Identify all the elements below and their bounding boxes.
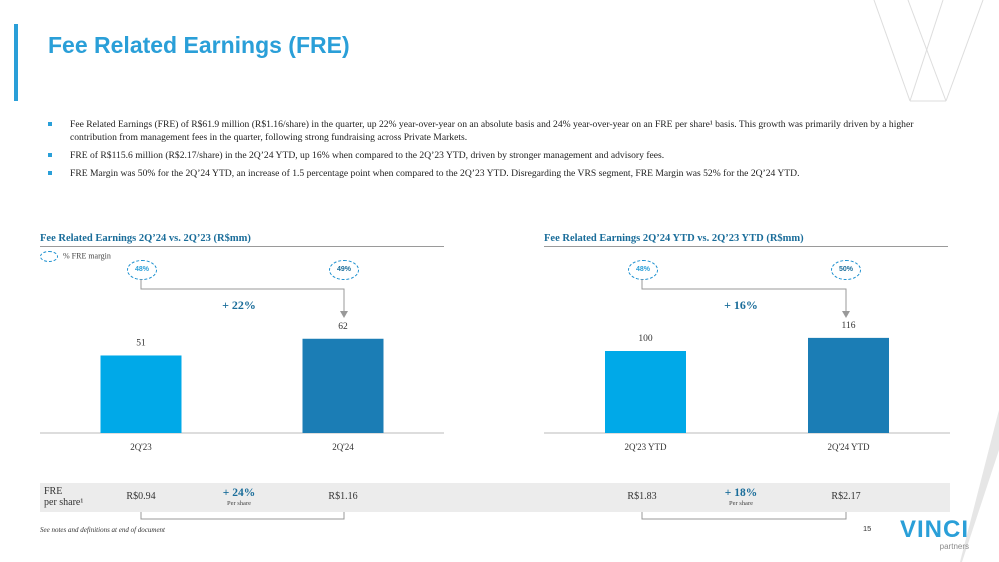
bar [808, 337, 889, 433]
bar-value-label: 51 [136, 338, 146, 348]
per-share-label-line2: per share¹ [44, 497, 84, 508]
per-share-label: FRE per share¹ [44, 486, 83, 508]
bullet-text: FRE of R$115.6 million (R$2.17/share) in… [70, 150, 665, 161]
bullet-item: FRE Margin was 50% for the 2Q’24 YTD, an… [48, 167, 940, 180]
bar [100, 355, 182, 433]
bullet-text: Fee Related Earnings (FRE) of R$61.9 mil… [70, 119, 914, 143]
margin-badge-right-2q24ytd: 50% [831, 260, 861, 280]
per-share-value-2q23ytd: R$1.83 [627, 491, 657, 502]
title-accent-bar [14, 24, 18, 101]
per-share-growth-value: + 24% [222, 487, 256, 499]
bullet-square-icon [48, 153, 52, 157]
margin-badge-right-2q23ytd: 48% [628, 260, 658, 280]
left-growth-label: + 22% [222, 298, 256, 312]
per-share-value-2q24ytd: R$2.17 [831, 491, 861, 502]
page-number: 15 [863, 524, 872, 533]
page-title: Fee Related Earnings (FRE) [48, 32, 350, 58]
bullet-square-icon [48, 171, 52, 175]
bullet-item: Fee Related Earnings (FRE) of R$61.9 mil… [48, 118, 940, 144]
left-title-underline [40, 246, 444, 247]
per-share-growth-right: + 18% Per share [706, 487, 776, 507]
decorative-lines [873, 0, 984, 102]
bar-value-label: 62 [338, 322, 348, 332]
category-label: 2Q'23 [130, 442, 152, 452]
bar-value-label: 100 [638, 334, 653, 344]
bar [302, 338, 384, 433]
left-chart-title: Fee Related Earnings 2Q’24 vs. 2Q’23 (R$… [40, 233, 251, 244]
margin-badge-left-2q24: 49% [329, 260, 359, 280]
per-share-growth-value: + 18% [724, 487, 758, 499]
per-share-label-line1: FRE [44, 486, 63, 497]
per-share-value-2q23: R$0.94 [126, 491, 156, 502]
bar-value-label: 116 [842, 321, 856, 331]
category-label: 2Q'23 YTD [624, 442, 667, 452]
summary-bullets: Fee Related Earnings (FRE) of R$61.9 mil… [48, 118, 940, 185]
decorative-corner-stripe [960, 410, 999, 562]
bullet-item: FRE of R$115.6 million (R$2.17/share) in… [48, 149, 940, 162]
bullet-text: FRE Margin was 50% for the 2Q’24 YTD, an… [70, 168, 800, 179]
category-label: 2Q'24 YTD [827, 442, 870, 452]
dashed-oval-icon [40, 251, 58, 262]
left-bar-chart: 51 2Q'23 62 2Q'24 [40, 322, 444, 452]
legend-label: % FRE margin [63, 251, 111, 261]
vinci-logo: VINCI partners [900, 516, 970, 552]
footnote: See notes and definitions at end of docu… [40, 526, 166, 534]
right-chart-title: Fee Related Earnings 2Q’24 YTD vs. 2Q’23… [544, 233, 804, 244]
bar [605, 351, 686, 433]
margin-badge-left-2q23: 48% [127, 260, 157, 280]
per-share-strip [40, 483, 950, 512]
category-label: 2Q'24 [332, 442, 354, 452]
bullet-square-icon [48, 122, 52, 126]
per-share-growth-sub: Per share [226, 500, 251, 507]
per-share-growth-sub: Per share [728, 500, 753, 507]
logo-subtitle: partners [939, 542, 970, 551]
right-title-underline [544, 246, 948, 247]
logo-wordmark: VINCI [900, 516, 970, 543]
right-growth-label: + 16% [724, 298, 758, 312]
right-bar-chart: 100 2Q'23 YTD 116 2Q'24 YTD [544, 321, 950, 452]
legend: % FRE margin [40, 251, 111, 262]
per-share-growth-left: + 24% Per share [204, 487, 274, 507]
per-share-value-2q24: R$1.16 [328, 491, 358, 502]
